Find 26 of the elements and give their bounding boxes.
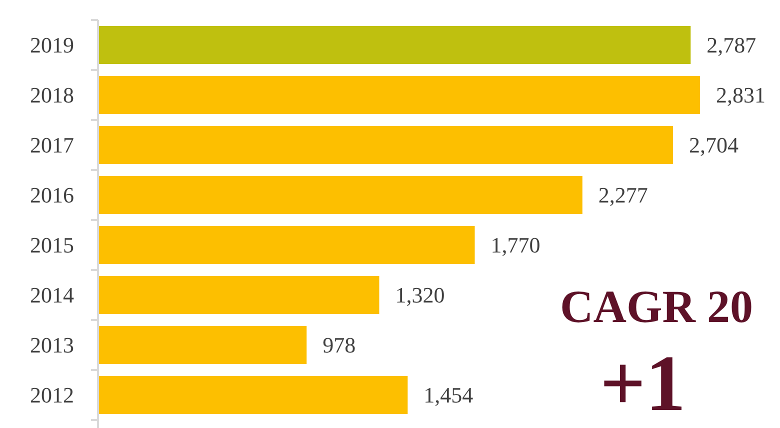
bar [99,326,307,364]
y-tick-label: 2014 [30,282,74,308]
data-label: 2,831 [716,82,766,108]
data-label: 1,770 [490,232,540,258]
data-label: 2,704 [689,132,739,158]
bar [99,276,380,314]
data-label: 1,454 [424,382,474,408]
bar [99,226,475,264]
data-label: 978 [322,332,356,358]
y-tick-label: 2016 [30,182,74,208]
bar [99,376,408,414]
data-label: 2,277 [598,182,648,208]
bar [99,126,674,164]
y-tick-label: 2013 [30,332,74,358]
bar [99,26,691,64]
y-tick-label: 2015 [30,232,74,258]
data-label: 1,320 [395,282,445,308]
data-label: 2,787 [706,32,756,58]
y-tick-label: 2018 [30,82,74,108]
y-tick-label: 2017 [30,132,74,158]
bar [99,76,700,114]
annotation: +1 [600,340,686,428]
annotation: CAGR 20 [560,281,753,332]
bar [99,176,582,214]
y-tick-label: 2019 [30,32,74,58]
y-tick-label: 2012 [30,382,74,408]
